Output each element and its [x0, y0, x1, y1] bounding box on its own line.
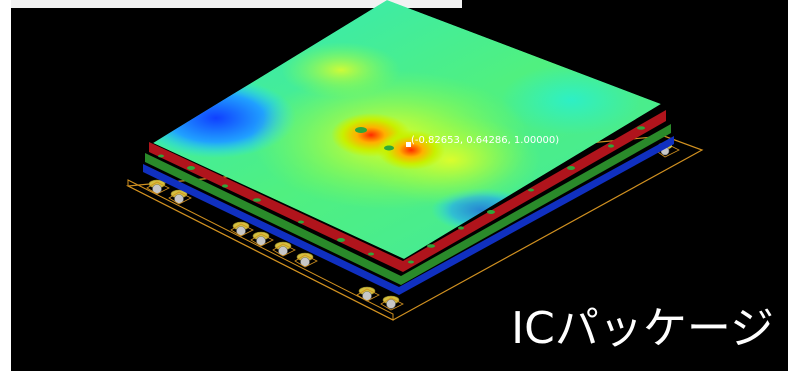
probe-coordinate-readout: (-0.82653, 0.64286, 1.00000) — [411, 135, 560, 146]
3d-viewport[interactable]: (-0.82653, 0.64286, 1.00000) ICパッケージ — [11, 0, 788, 371]
temperature-heatmap-surface — [153, 0, 661, 259]
solder-pads-front — [146, 179, 404, 311]
ic-package-3d-model — [125, 0, 704, 321]
layer-stack — [143, 110, 674, 295]
probe-marker[interactable] — [406, 142, 411, 147]
window-title-strip — [11, 0, 462, 8]
ic-package-caption: ICパッケージ — [511, 303, 774, 354]
